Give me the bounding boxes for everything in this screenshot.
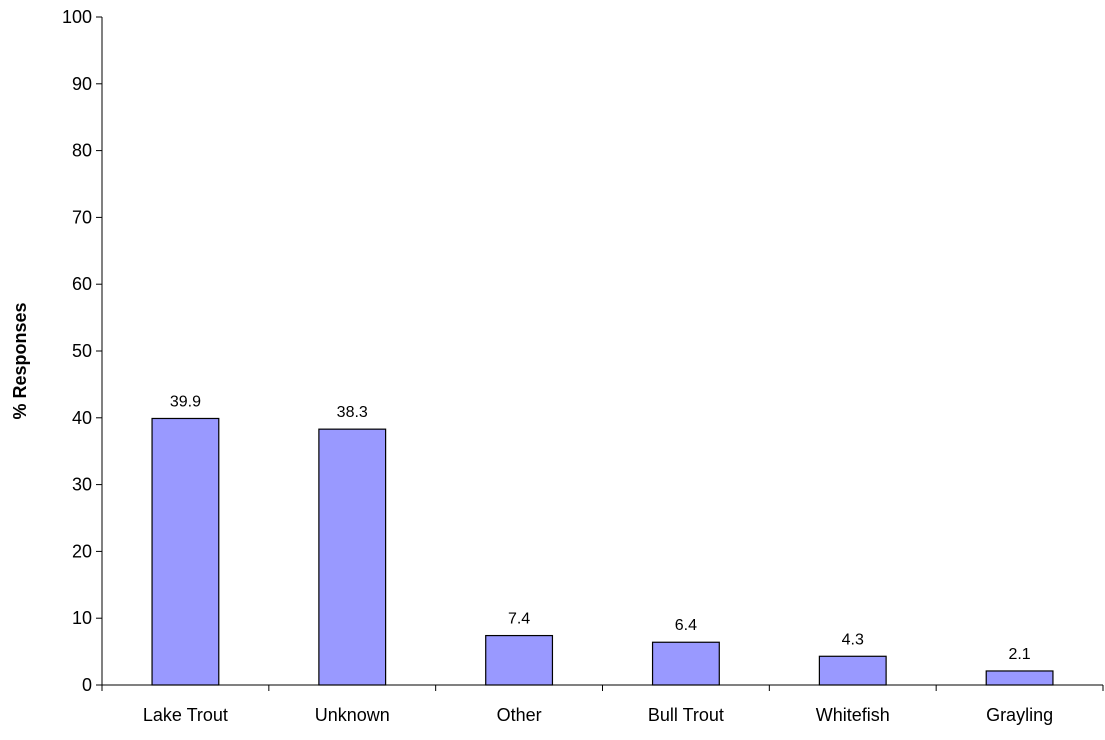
y-tick-label: 100 [62,7,92,27]
x-tick-label: Bull Trout [648,705,724,725]
bar [318,428,387,686]
bar [151,417,220,686]
data-label: 39.9 [170,393,201,410]
y-tick-label: 50 [72,341,92,361]
y-tick-label: 40 [72,408,92,428]
x-axis: Lake Trout Unknown Other Bull Trout Whitefis… [101,684,1104,725]
x-tick-label: Grayling [986,705,1053,725]
data-label: 6.4 [675,617,697,634]
y-tick-label: 90 [72,74,92,94]
x-tick-label: Lake Trout [143,705,228,725]
bar [818,655,887,686]
y-tick-label: 30 [72,475,92,495]
data-label: 2.1 [1008,646,1030,663]
data-labels: 39.9 38.3 7.4 6.4 4.3 2.1 [170,393,1031,663]
y-axis: 0 10 20 30 40 50 60 70 80 90 100 [62,7,103,695]
x-tick-label: Whitefish [816,705,890,725]
data-label: 38.3 [337,404,368,421]
y-tick-label: 60 [72,274,92,294]
x-tick-label: Unknown [315,705,390,725]
y-tick-label: 80 [72,141,92,161]
y-tick-label: 0 [82,675,92,695]
bar [485,634,554,686]
y-axis-title: % Responses [10,302,30,419]
bar [985,670,1054,686]
y-tick-label: 70 [72,207,92,227]
x-tick-label: Other [497,705,542,725]
y-tick-label: 10 [72,608,92,628]
y-tick-label: 20 [72,541,92,561]
bars [151,417,1054,686]
data-label: 7.4 [508,611,530,628]
bar [651,641,720,686]
data-label: 4.3 [842,631,864,648]
